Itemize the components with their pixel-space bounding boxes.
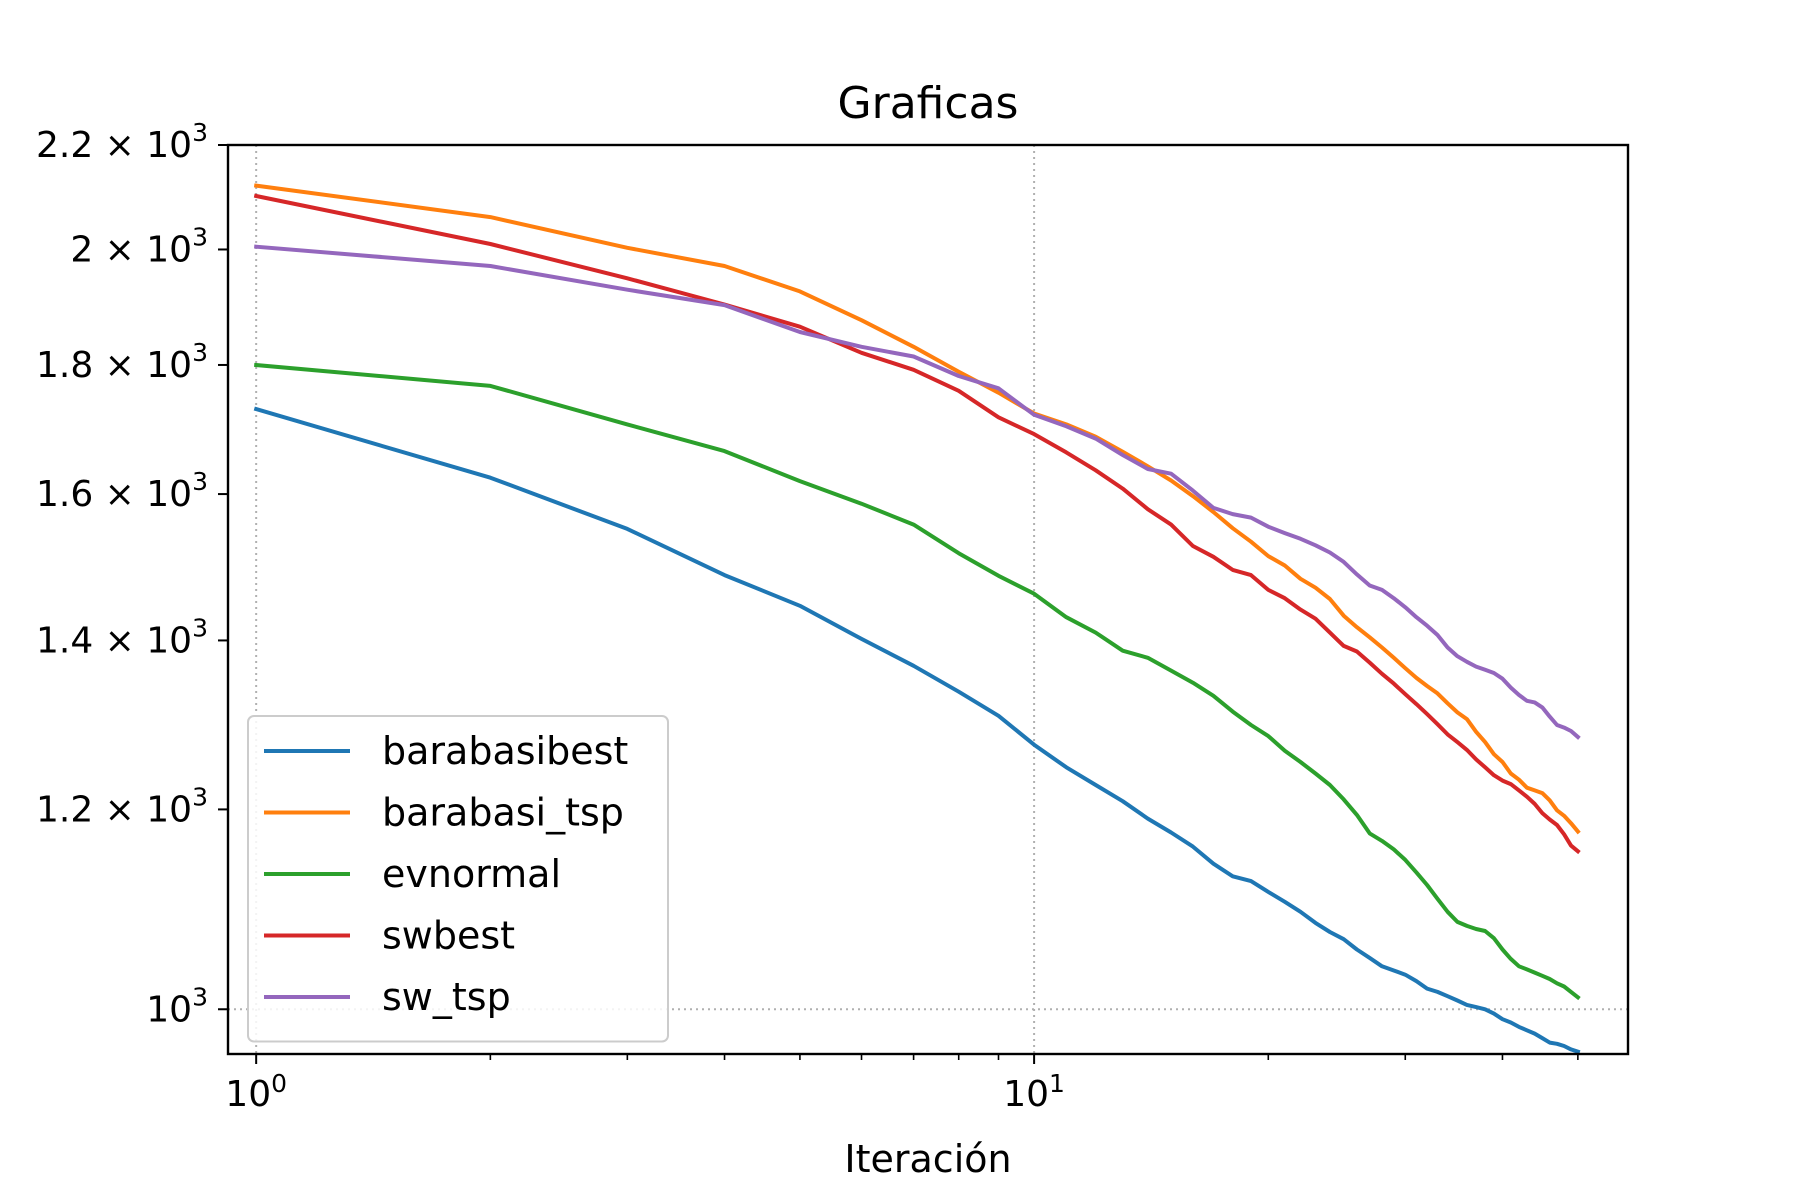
y-tick-label: 1.6 × 103 xyxy=(36,467,208,515)
y-tick-label: 1.8 × 103 xyxy=(36,338,208,386)
legend-label: sw_tsp xyxy=(382,975,511,1019)
plot-frame xyxy=(226,143,1630,1056)
legend: barabasibest barabasi_tsp evnormal swbest sw… xyxy=(247,715,669,1043)
legend-label: barabasi_tsp xyxy=(382,791,624,835)
x-axis-label: Iteración xyxy=(844,1137,1011,1181)
y-tick-label: 1.2 × 103 xyxy=(36,782,208,830)
series-line-swbest xyxy=(253,193,1581,855)
series-line-evnormal xyxy=(254,362,1581,1001)
series-line-barabasibest xyxy=(253,406,1581,1055)
legend-label: barabasibest xyxy=(382,729,628,773)
y-tick-label: 1.4 × 103 xyxy=(36,613,208,661)
series-layer xyxy=(253,183,1581,1055)
series-line-sw-tsp xyxy=(254,244,1581,740)
chart-title: Graficas xyxy=(838,78,1019,129)
y-tick-label: 2.2 × 103 xyxy=(36,118,208,166)
tick-layer: 100 101 103 1.2 × 103 1.4 × 103 1.6 × 103 1.8 … xyxy=(36,118,1579,1115)
y-tick-label: 2 × 103 xyxy=(70,222,208,270)
x-tick-label: 100 xyxy=(225,1069,287,1115)
legend-box xyxy=(247,715,669,1043)
y-tick-label: 103 xyxy=(146,982,208,1030)
legend-label: swbest xyxy=(382,914,515,958)
x-tick-label: 101 xyxy=(1003,1069,1065,1115)
series-line-barabasi-tsp xyxy=(253,183,1581,835)
legend-label: evnormal xyxy=(382,852,561,896)
